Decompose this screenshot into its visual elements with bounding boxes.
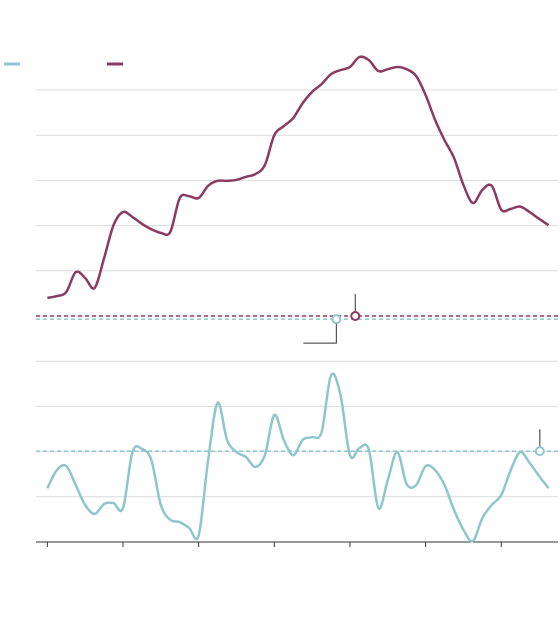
marker <box>350 311 361 321</box>
series-line <box>47 55 550 300</box>
marker <box>331 314 342 325</box>
series-line <box>46 372 550 543</box>
marker <box>534 446 545 457</box>
leader-line <box>303 323 337 344</box>
